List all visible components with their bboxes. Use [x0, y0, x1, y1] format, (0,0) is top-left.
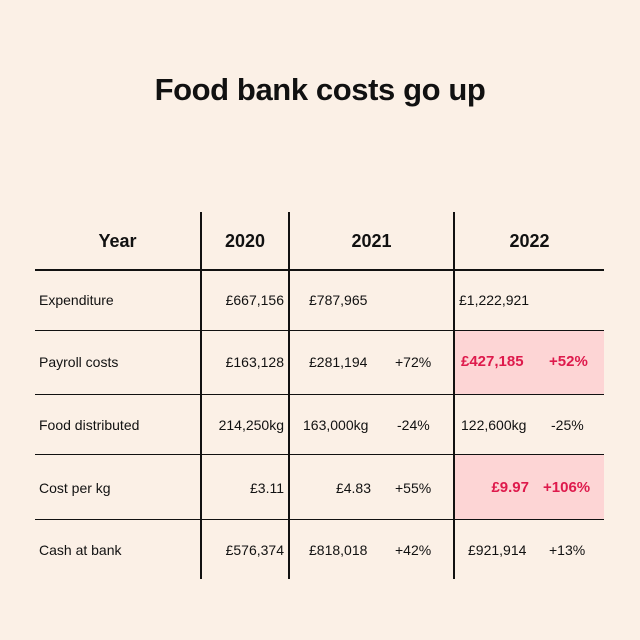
value-2021: £281,194	[309, 354, 368, 370]
header-2020: 2020	[224, 231, 266, 251]
row-divider	[35, 519, 604, 520]
highlight-cost-per-kg-2022	[455, 455, 604, 519]
change-2022: +13%	[549, 542, 586, 558]
value-2021: 163,000kg	[303, 417, 369, 433]
value-2020: £163,128	[225, 354, 284, 370]
column-divider-1	[200, 212, 202, 579]
value-2020: 214,250kg	[218, 417, 284, 433]
value-2022: £921,914	[468, 542, 527, 558]
header-year: Year	[98, 231, 137, 251]
header-2022: 2022	[509, 231, 550, 251]
highlight-payroll-2022	[455, 331, 604, 394]
value-2020: £576,374	[225, 542, 284, 558]
column-divider-2	[288, 212, 290, 579]
row-label: Cost per kg	[39, 480, 111, 496]
value-2021: £787,965	[309, 292, 368, 308]
value-2022: £9.97	[491, 479, 529, 496]
change-2022: +52%	[549, 353, 588, 370]
row-divider	[35, 330, 604, 331]
column-divider-3	[453, 212, 455, 579]
header-rule	[35, 269, 604, 271]
value-2021: £4.83	[335, 480, 371, 496]
value-2022: £1,222,921	[459, 292, 530, 308]
row-label: Food distributed	[39, 417, 140, 433]
change-2021: -24%	[397, 417, 430, 433]
row-label: Expenditure	[39, 292, 114, 308]
row-label: Cash at bank	[39, 542, 122, 558]
change-2022: +106%	[543, 479, 591, 496]
header-2021: 2021	[351, 231, 392, 251]
change-2021: +42%	[395, 542, 432, 558]
row-divider	[35, 394, 604, 395]
change-2022: -25%	[551, 417, 584, 433]
value-2020: £3.11	[250, 480, 284, 496]
row-divider	[35, 454, 604, 455]
chart-title: Food bank costs go up	[154, 72, 486, 107]
value-2020: £667,156	[225, 292, 284, 308]
value-2022: £427,185	[461, 353, 524, 370]
change-2021: +55%	[395, 480, 432, 496]
change-2021: +72%	[395, 354, 432, 370]
value-2022: 122,600kg	[461, 417, 527, 433]
row-label: Payroll costs	[39, 354, 119, 370]
value-2021: £818,018	[309, 542, 368, 558]
